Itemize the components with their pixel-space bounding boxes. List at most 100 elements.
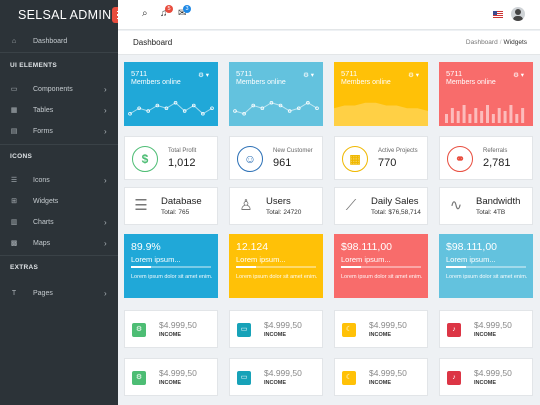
settings-dropdown-icon[interactable]: ⚙ ▾ xyxy=(303,72,314,79)
chevron-right-icon: › xyxy=(104,175,107,185)
info-subtitle: Total: 4TB xyxy=(476,209,506,216)
sparkline-point xyxy=(146,109,151,113)
sidebar-item-forms[interactable]: ▤ Forms › xyxy=(0,122,118,140)
settings-dropdown-icon[interactable]: ⚙ ▾ xyxy=(198,72,209,79)
progress-label: Lorem ipsum... xyxy=(341,255,391,264)
info-title: Users xyxy=(266,196,291,207)
progress-description: Lorem ipsum dolor sit amet enim. xyxy=(341,274,423,280)
progress-label: Lorem ipsum... xyxy=(236,255,286,264)
sidebar-item-label: Icons xyxy=(33,176,50,184)
sparkline-point xyxy=(173,100,178,105)
income-card: ⚙ $4.999,50 INCOME xyxy=(124,310,218,348)
card-label: Members online xyxy=(131,79,181,86)
members-online-card: 5711 Members online ⚙ ▾ xyxy=(334,62,428,126)
sidebar-item-maps[interactable]: ▩ Maps › xyxy=(0,234,118,252)
stat-value: 1,012 xyxy=(168,157,196,169)
sparkline-bar xyxy=(509,105,513,123)
sidebar-heading: UI ELEMENTS xyxy=(10,62,57,69)
income-value: $4.999,50 xyxy=(264,320,302,330)
sidebar-item-tables[interactable]: ▦ Tables › xyxy=(0,101,118,119)
sparkline xyxy=(234,102,318,115)
info-card: ☰ Database Total: 765 xyxy=(124,187,218,225)
sparkline-bar xyxy=(491,114,495,123)
progress-value: 89.9% xyxy=(131,241,161,253)
sparkline-point xyxy=(296,106,301,111)
page-title: Dashboard xyxy=(133,38,173,47)
progress-label: Lorem ipsum... xyxy=(131,255,181,264)
sparkline-bar xyxy=(521,108,525,123)
progress-value: $98.111,00 xyxy=(341,241,392,253)
card-label: Members online xyxy=(446,79,496,86)
form-icon: ▤ xyxy=(10,128,18,135)
grid-icon: ▦ xyxy=(342,146,368,172)
bell-icon[interactable]: ♫ 5 xyxy=(160,5,173,19)
sparkline-point xyxy=(191,103,196,108)
income-card: ⚙ $4.999,50 INCOME xyxy=(124,358,218,396)
info-card: ♙ Users Total: 24720 xyxy=(229,187,323,225)
progress-bar xyxy=(131,266,211,268)
progress-bar-fill xyxy=(236,266,256,268)
sidebar-item-dashboard[interactable]: ⌂ Dashboard xyxy=(0,32,118,50)
chevron-right-icon: › xyxy=(104,126,107,136)
sidebar-item-pages[interactable]: T Pages › xyxy=(0,284,118,302)
sparkline-point xyxy=(233,109,237,113)
sparkline-chart xyxy=(233,100,319,116)
breadcrumb-current: Widgets xyxy=(503,39,527,46)
income-label: INCOME xyxy=(474,332,496,338)
sidebar-divider xyxy=(0,255,118,256)
sparkline-bar xyxy=(480,111,484,123)
members-online-card: 5711 Members online ⚙ ▾ xyxy=(229,62,323,126)
sparkline-point xyxy=(260,106,265,111)
progress-description: Lorem ipsum dolor sit amet enim. xyxy=(131,274,213,280)
sidebar-item-icons[interactable]: ☰ Icons › xyxy=(0,171,118,189)
stat-card: ▦ Active Projects 770 xyxy=(334,136,428,180)
sidebar-item-widgets[interactable]: ⊞ Widgets xyxy=(0,192,118,210)
progress-label: Lorem ipsum... xyxy=(446,255,496,264)
sparkline-point xyxy=(251,103,256,108)
settings-icon: ⚙ xyxy=(132,371,146,385)
progress-card: $98.111,00 Lorem ipsum... Lorem ipsum do… xyxy=(439,234,533,298)
sidebar-divider xyxy=(0,52,118,53)
database-icon: ☰ xyxy=(134,197,148,214)
dollar-icon: $ xyxy=(132,146,158,172)
info-subtitle: Total: 24720 xyxy=(266,209,302,216)
income-card: ▭ $4.999,50 INCOME xyxy=(229,310,323,348)
sparkline-point xyxy=(164,106,169,111)
stat-value: 770 xyxy=(378,157,397,169)
us-flag-icon[interactable] xyxy=(493,11,503,18)
income-card: ♪ $4.999,50 INCOME xyxy=(439,310,533,348)
info-card: ⟋ Daily Sales Total: $76,58,714 xyxy=(334,187,428,225)
income-label: INCOME xyxy=(264,380,286,386)
progress-card: 89.9% Lorem ipsum... Lorem ipsum dolor s… xyxy=(124,234,218,298)
sidebar-heading: ICONS xyxy=(10,153,33,160)
income-label: INCOME xyxy=(369,380,391,386)
avatar[interactable] xyxy=(511,7,525,21)
settings-dropdown-icon[interactable]: ⚙ ▾ xyxy=(513,72,524,79)
progress-description: Lorem ipsum dolor sit amet enim. xyxy=(236,274,318,280)
sidebar-item-charts[interactable]: ▥ Charts › xyxy=(0,213,118,231)
sparkline-bar xyxy=(468,114,472,123)
income-label: INCOME xyxy=(369,332,391,338)
stat-card: ⚭ Referrals 2,781 xyxy=(439,136,533,180)
pulse-icon: ∿ xyxy=(449,197,463,214)
sparkline-point xyxy=(182,109,187,113)
info-title: Database xyxy=(161,196,202,207)
settings-dropdown-icon[interactable]: ⚙ ▾ xyxy=(408,72,419,79)
sparkline-point xyxy=(315,106,319,111)
info-subtitle: Total: 765 xyxy=(161,209,190,216)
income-value: $4.999,50 xyxy=(369,320,407,330)
trend-icon: ⟋ xyxy=(345,197,357,214)
income-card: ♪ $4.999,50 INCOME xyxy=(439,358,533,396)
search-icon[interactable]: ⌕ xyxy=(142,8,148,19)
breadcrumb-link[interactable]: Dashboard xyxy=(465,39,498,46)
sparkline-point xyxy=(210,106,214,111)
sparkline-chart xyxy=(128,100,214,116)
sidebar-item-components[interactable]: ▭ Components › xyxy=(0,80,118,98)
progress-bar xyxy=(341,266,421,268)
breadcrumb: Dashboard / Widgets xyxy=(465,39,527,46)
progress-bar xyxy=(446,266,526,268)
sparkline-point xyxy=(306,100,310,105)
dashboard-icon: ⌂ xyxy=(11,37,17,45)
envelope-icon[interactable]: ✉ 3 xyxy=(178,5,191,19)
sparkline xyxy=(129,102,213,115)
